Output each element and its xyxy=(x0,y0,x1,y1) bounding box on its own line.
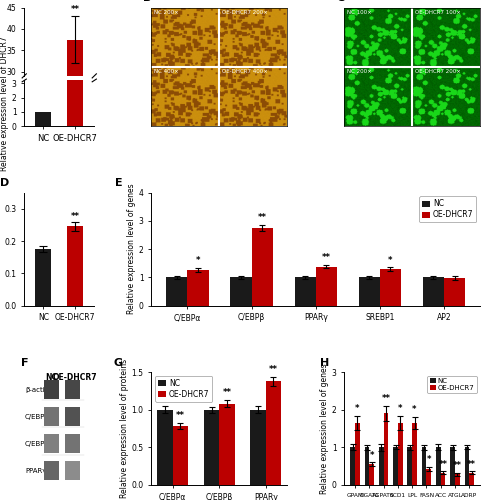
Text: **: ** xyxy=(257,212,266,222)
Bar xyxy=(383,414,388,485)
Bar xyxy=(469,473,473,485)
Text: *: * xyxy=(397,404,402,413)
Text: H: H xyxy=(319,358,328,368)
Bar xyxy=(157,410,172,485)
Text: *: * xyxy=(354,404,359,413)
Text: **: ** xyxy=(268,365,277,374)
Text: G: G xyxy=(113,358,122,368)
Text: **: ** xyxy=(71,5,79,14)
Bar xyxy=(67,0,83,126)
Text: OE-DHCR7: OE-DHCR7 xyxy=(52,373,97,382)
Bar xyxy=(172,426,188,485)
Bar xyxy=(294,278,315,305)
Text: **: ** xyxy=(176,412,184,420)
Bar xyxy=(407,448,411,485)
Bar xyxy=(166,278,187,305)
Bar xyxy=(378,448,383,485)
Text: D: D xyxy=(0,178,9,188)
Bar xyxy=(44,462,59,480)
Text: NC 100×: NC 100× xyxy=(346,10,371,15)
Bar xyxy=(379,270,400,306)
Bar xyxy=(435,448,440,485)
Bar xyxy=(203,410,219,485)
Text: NC 400×: NC 400× xyxy=(154,69,179,74)
Text: **: ** xyxy=(321,253,330,262)
Text: B: B xyxy=(143,0,151,3)
Text: **: ** xyxy=(466,460,475,468)
Text: C/EBPβ: C/EBPβ xyxy=(25,441,49,447)
Text: PPARγ: PPARγ xyxy=(25,468,46,474)
Text: *: * xyxy=(369,450,373,460)
Bar xyxy=(449,448,454,485)
Text: **: ** xyxy=(381,394,390,403)
Text: OE-DHCR7 400×: OE-DHCR7 400× xyxy=(222,69,267,74)
Text: **: ** xyxy=(438,460,447,468)
Bar xyxy=(315,266,336,306)
Bar xyxy=(65,462,80,480)
Bar xyxy=(354,423,359,485)
Bar xyxy=(364,448,369,485)
Bar xyxy=(411,423,416,485)
Y-axis label: OD value/490 nm: OD value/490 nm xyxy=(0,216,2,282)
Bar xyxy=(251,228,272,306)
Bar xyxy=(397,423,402,485)
Bar xyxy=(67,40,83,200)
Text: F: F xyxy=(21,358,28,368)
Bar xyxy=(35,196,51,200)
Text: **: ** xyxy=(71,212,79,220)
Legend: NC, OE-DHCR7: NC, OE-DHCR7 xyxy=(155,376,212,402)
Bar xyxy=(425,469,430,485)
Text: *: * xyxy=(425,455,430,464)
Bar xyxy=(44,407,59,426)
Text: C: C xyxy=(335,0,344,3)
Text: A: A xyxy=(0,0,8,2)
Bar xyxy=(250,410,265,485)
Text: **: ** xyxy=(452,461,461,470)
Text: **: ** xyxy=(222,388,231,397)
Bar xyxy=(440,473,444,485)
Bar xyxy=(65,434,80,454)
Bar xyxy=(349,448,354,485)
Bar xyxy=(35,249,51,306)
Bar xyxy=(44,380,59,399)
Bar xyxy=(421,448,425,485)
Bar xyxy=(422,278,443,305)
Bar xyxy=(443,278,464,305)
Bar xyxy=(65,380,80,399)
Bar xyxy=(65,407,80,426)
Bar xyxy=(464,448,469,485)
Bar xyxy=(393,448,397,485)
Text: *: * xyxy=(411,405,416,414)
Bar xyxy=(454,474,459,485)
Y-axis label: Relative expression level of DHCR7: Relative expression level of DHCR7 xyxy=(0,36,9,170)
Bar xyxy=(35,112,51,126)
Bar xyxy=(67,226,83,306)
Bar xyxy=(265,381,280,485)
Text: NC 200×: NC 200× xyxy=(154,10,179,15)
Legend: NC, OE-DHCR7: NC, OE-DHCR7 xyxy=(418,196,475,222)
Text: OE-DHCR7 200×: OE-DHCR7 200× xyxy=(414,69,460,74)
Bar xyxy=(44,434,59,454)
Bar xyxy=(230,278,251,305)
Legend: NC, OE-DHCR7: NC, OE-DHCR7 xyxy=(426,376,476,393)
Bar xyxy=(187,270,208,306)
Text: OE-DHCR7 200×: OE-DHCR7 200× xyxy=(222,10,267,15)
Text: C/EBPα: C/EBPα xyxy=(25,414,50,420)
Y-axis label: Relative expression level of proteins: Relative expression level of proteins xyxy=(120,359,128,498)
Bar xyxy=(358,278,379,305)
Y-axis label: Relative expression level of genes: Relative expression level of genes xyxy=(127,184,136,314)
Text: β-actin: β-actin xyxy=(25,386,49,392)
Text: E: E xyxy=(115,178,122,188)
Bar xyxy=(219,404,234,485)
Bar xyxy=(369,464,373,485)
Text: NC: NC xyxy=(45,373,57,382)
Text: OE-DHCR7 100×: OE-DHCR7 100× xyxy=(414,10,460,15)
Text: *: * xyxy=(196,256,200,266)
Text: NC 200×: NC 200× xyxy=(346,69,371,74)
Text: *: * xyxy=(387,256,392,264)
Y-axis label: Relative expression level of genes: Relative expression level of genes xyxy=(319,363,328,494)
